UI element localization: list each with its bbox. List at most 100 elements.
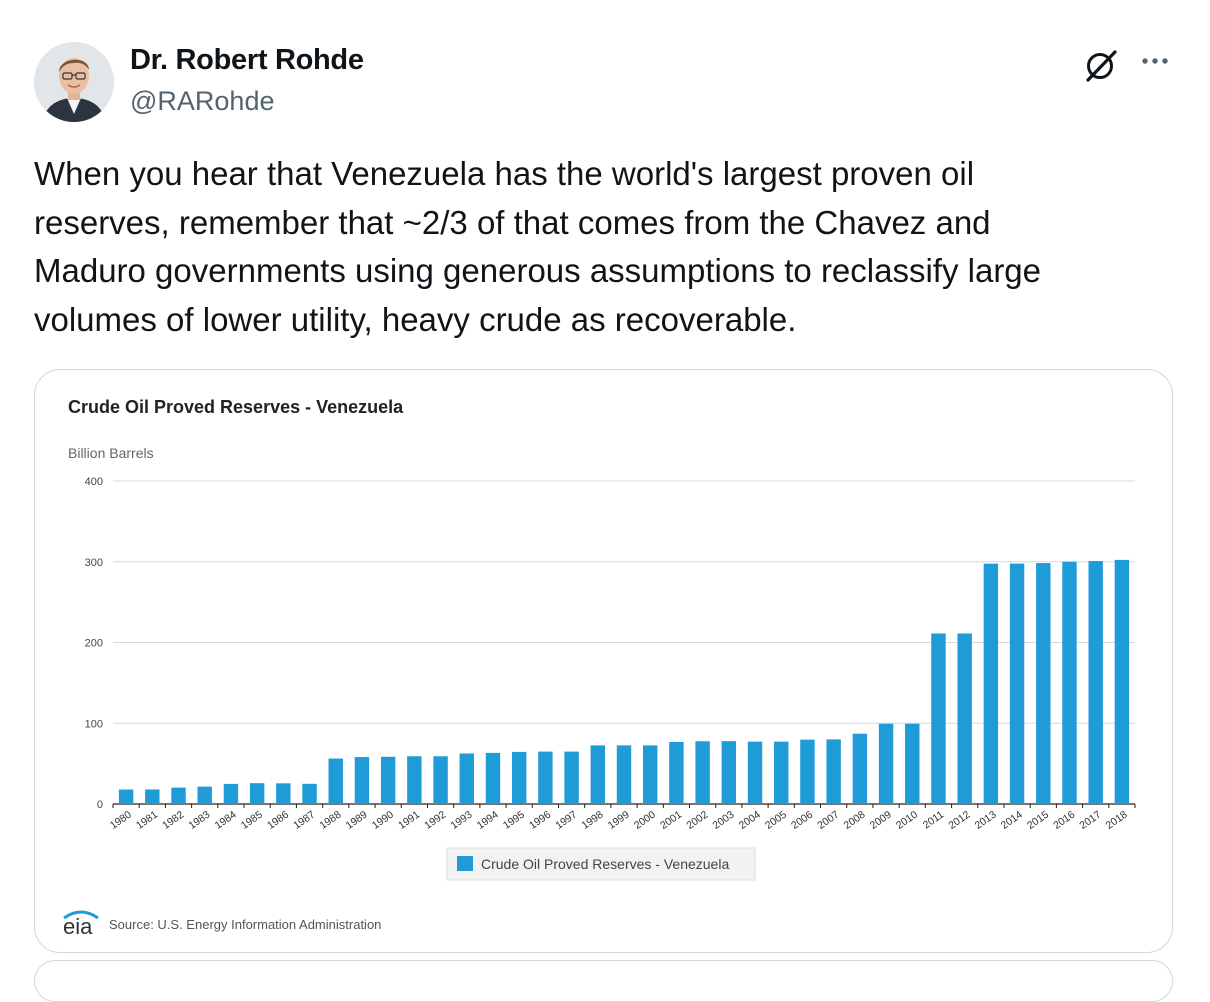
- x-tick-label: 1988: [317, 809, 343, 832]
- x-tick-label: 2017: [1077, 809, 1103, 832]
- bar: [407, 756, 422, 804]
- x-tick-label: 2005: [763, 809, 789, 832]
- x-tick-label: 2007: [815, 809, 841, 832]
- x-tick-label: 2013: [973, 809, 999, 832]
- bar: [721, 741, 737, 804]
- x-tick-label: 2001: [658, 809, 684, 832]
- bar: [276, 783, 291, 804]
- x-tick-label: 1987: [291, 809, 317, 832]
- x-tick-label: 1981: [134, 809, 160, 832]
- x-tick-label: 2014: [999, 809, 1025, 832]
- y-tick-label: 0: [97, 799, 103, 811]
- x-tick-label: 1994: [475, 809, 501, 832]
- tweet: Dr. Robert Rohde @RARohde When you hear …: [34, 42, 1173, 1002]
- bar-chart: Billion Barrels 0 100 200 300 400 1980 1981 1982…: [68, 445, 1136, 881]
- bar: [354, 757, 370, 804]
- bar: [878, 723, 894, 804]
- bar: [249, 783, 265, 804]
- x-tick-label: 2010: [894, 809, 920, 832]
- x-tick-label: 1992: [422, 809, 448, 832]
- bar: [669, 741, 684, 804]
- bar: [380, 756, 396, 804]
- y-axis-label: Billion Barrels: [68, 445, 154, 461]
- next-card-edge: [34, 960, 1173, 1002]
- chart-title: Crude Oil Proved Reserves - Venezuela: [68, 397, 404, 417]
- x-tick-label: 1984: [213, 809, 239, 832]
- legend-swatch: [457, 856, 473, 871]
- bar: [511, 751, 527, 804]
- chart-image-card[interactable]: Crude Oil Proved Reserves - Venezuela Bi…: [34, 369, 1173, 953]
- x-tick-label: 2000: [632, 809, 658, 832]
- bar: [459, 753, 474, 804]
- y-tick-label: 400: [85, 476, 103, 488]
- x-tick-label: 1986: [265, 809, 291, 832]
- bar: [1088, 561, 1103, 804]
- bar: [983, 563, 999, 804]
- x-tick-label: 1989: [344, 809, 370, 832]
- eia-logo: eia: [63, 910, 99, 938]
- x-tick-label: 2018: [1104, 809, 1130, 832]
- bar: [302, 783, 317, 804]
- svg-text:eia: eia: [63, 914, 93, 938]
- x-tick-label: 2006: [789, 809, 815, 832]
- bar: [1036, 563, 1051, 804]
- bar: [642, 745, 658, 804]
- bar: [774, 741, 789, 804]
- x-tick-label: 1999: [606, 809, 632, 832]
- bar: [747, 741, 763, 804]
- x-tick-label: 1980: [108, 809, 134, 832]
- bar: [590, 745, 606, 804]
- x-tick-label: 2008: [842, 809, 868, 832]
- bar: [1009, 563, 1025, 804]
- author-handle[interactable]: @RARohde: [130, 86, 275, 116]
- source-text: Source: U.S. Energy Information Administ…: [109, 917, 382, 932]
- y-tick-label: 200: [85, 638, 103, 650]
- tweet-text: When you hear that Venezuela has the wor…: [34, 155, 1042, 338]
- x-tick-label: 2015: [1025, 809, 1051, 832]
- x-tick-label: 2003: [711, 809, 737, 832]
- x-tick-label: 1996: [527, 809, 553, 832]
- x-tick-label: 1998: [579, 809, 605, 832]
- bar: [485, 752, 501, 804]
- x-tick-label: 1997: [553, 809, 579, 832]
- bar: [538, 751, 553, 804]
- avatar-photo: [34, 42, 114, 122]
- bar: [118, 789, 134, 804]
- x-tick-label: 2012: [946, 809, 972, 832]
- x-tick-label: 2009: [868, 809, 894, 832]
- x-tick-label: 1991: [396, 809, 422, 832]
- legend-box: [446, 847, 756, 881]
- author-display-name[interactable]: Dr. Robert Rohde: [130, 44, 364, 76]
- x-tick-label: 1990: [370, 809, 396, 832]
- bar: [905, 723, 920, 804]
- x-tick-label: 1982: [160, 809, 186, 832]
- grok-icon[interactable]: [1082, 46, 1120, 84]
- x-tick-label: 2011: [921, 809, 947, 832]
- bar: [826, 739, 841, 804]
- bar: [616, 745, 632, 804]
- bar: [328, 758, 343, 804]
- x-tick-label: 1993: [448, 809, 474, 832]
- bar: [695, 741, 710, 804]
- more-icon[interactable]: [1138, 44, 1172, 78]
- x-tick-label: 1995: [501, 809, 527, 832]
- legend-label: Crude Oil Proved Reserves - Venezuela: [481, 856, 729, 872]
- x-tick-label: 2016: [1051, 809, 1077, 832]
- bar: [145, 789, 160, 804]
- bar: [957, 633, 972, 804]
- bar: [223, 783, 239, 804]
- bar: [171, 787, 186, 804]
- bar: [931, 633, 946, 804]
- x-tick-label: 1983: [186, 809, 212, 832]
- bar: [564, 751, 579, 804]
- bar: [197, 786, 212, 804]
- x-tick-label: 2002: [684, 809, 710, 832]
- bar: [800, 739, 815, 804]
- y-tick-label: 300: [85, 557, 103, 569]
- bar: [1114, 559, 1130, 804]
- x-tick-label: 1985: [239, 809, 265, 832]
- bar: [1062, 561, 1077, 804]
- user-avatar[interactable]: [34, 42, 114, 122]
- bar: [433, 756, 448, 804]
- y-tick-label: 100: [85, 718, 103, 730]
